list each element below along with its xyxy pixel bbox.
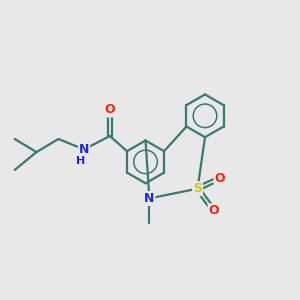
Text: S: S — [193, 182, 202, 195]
Text: O: O — [105, 103, 115, 116]
Text: H: H — [76, 156, 85, 166]
Text: N: N — [79, 143, 89, 156]
Text: O: O — [214, 172, 225, 185]
Text: N: N — [144, 192, 154, 205]
Text: O: O — [208, 204, 219, 218]
